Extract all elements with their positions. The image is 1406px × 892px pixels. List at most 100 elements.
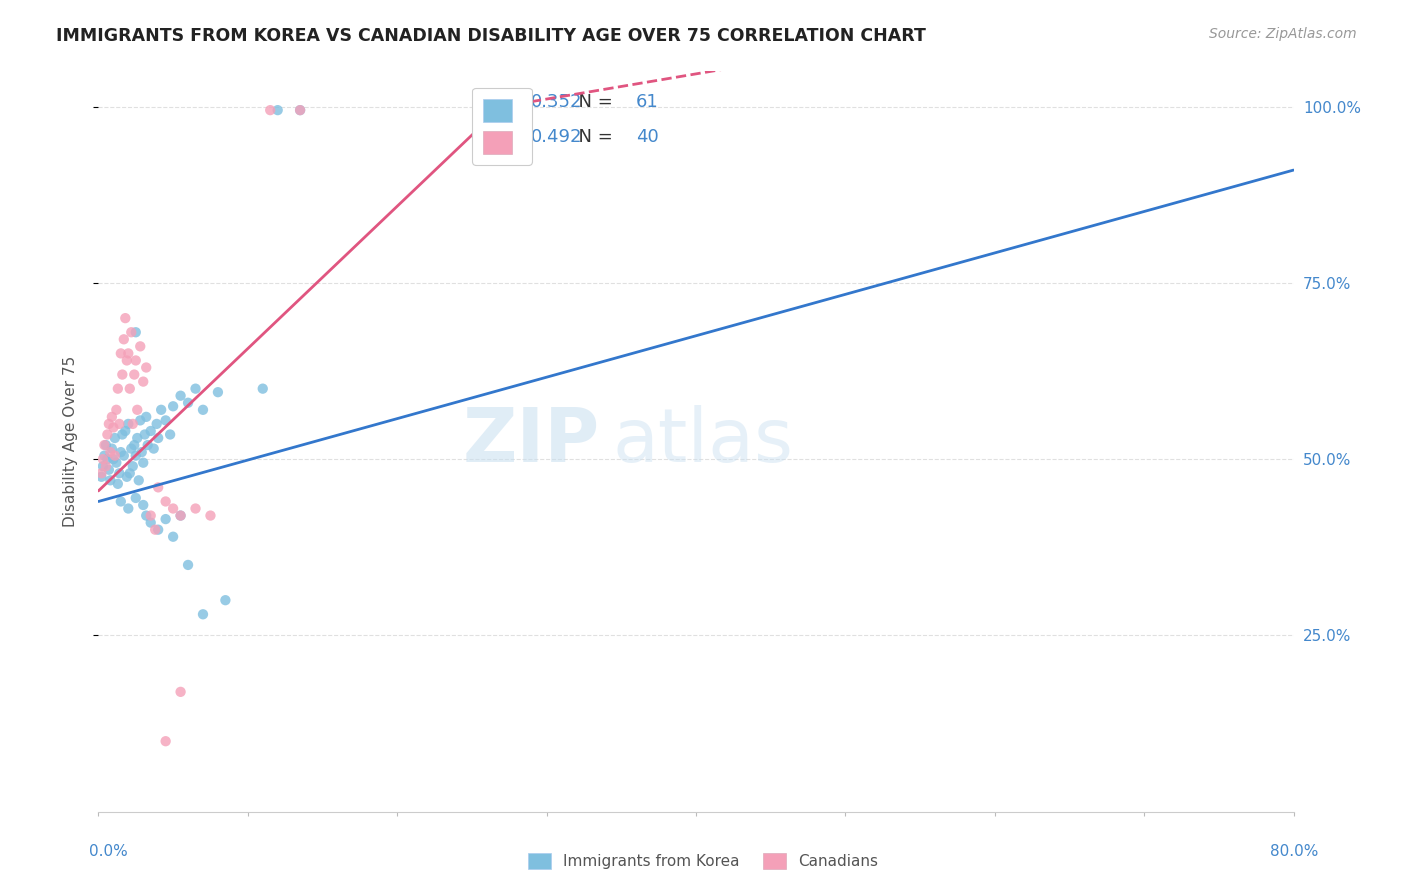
Text: 61: 61 xyxy=(637,94,659,112)
Point xyxy=(101,442,124,456)
Point xyxy=(267,103,290,117)
Point xyxy=(117,501,139,516)
Text: 40: 40 xyxy=(637,128,659,145)
Point xyxy=(128,473,150,487)
Point xyxy=(120,442,142,456)
Point xyxy=(155,512,177,526)
Point xyxy=(131,445,153,459)
Text: 0.0%: 0.0% xyxy=(89,845,128,859)
Point xyxy=(125,449,148,463)
Point xyxy=(104,431,127,445)
Point xyxy=(288,103,311,117)
Point xyxy=(135,508,157,523)
Text: R =: R = xyxy=(479,128,519,145)
Point xyxy=(135,409,157,424)
Point xyxy=(108,467,131,481)
Point xyxy=(139,424,162,438)
Point xyxy=(155,413,177,427)
Point xyxy=(90,467,112,481)
Point xyxy=(127,402,149,417)
Point xyxy=(115,353,138,368)
Point xyxy=(98,473,122,487)
Point xyxy=(155,494,177,508)
Point xyxy=(139,516,162,530)
Point xyxy=(184,382,207,396)
Point xyxy=(200,508,222,523)
Point xyxy=(191,607,214,622)
Point xyxy=(110,445,132,459)
Point xyxy=(112,449,135,463)
Point xyxy=(117,417,139,431)
Point xyxy=(120,325,142,339)
Text: N =: N = xyxy=(567,128,619,145)
Point xyxy=(103,420,125,434)
Point xyxy=(288,103,311,117)
Point xyxy=(169,508,191,523)
Point xyxy=(91,452,114,467)
Text: ZIP: ZIP xyxy=(463,405,600,478)
Point xyxy=(107,476,129,491)
Point xyxy=(117,346,139,360)
Point xyxy=(98,445,122,459)
Point xyxy=(148,431,170,445)
Point xyxy=(162,501,184,516)
Point xyxy=(129,413,152,427)
Legend: Immigrants from Korea, Canadians: Immigrants from Korea, Canadians xyxy=(522,847,884,875)
Point xyxy=(114,311,136,326)
Point xyxy=(96,452,118,467)
Point xyxy=(184,501,207,516)
Point xyxy=(93,449,115,463)
Point xyxy=(135,360,157,375)
Point xyxy=(132,498,155,512)
Point xyxy=(93,438,115,452)
Point xyxy=(142,442,165,456)
Point xyxy=(150,402,173,417)
Point xyxy=(214,593,236,607)
Text: IMMIGRANTS FROM KOREA VS CANADIAN DISABILITY AGE OVER 75 CORRELATION CHART: IMMIGRANTS FROM KOREA VS CANADIAN DISABI… xyxy=(56,27,927,45)
Text: atlas: atlas xyxy=(613,405,793,478)
Point xyxy=(111,368,134,382)
Point xyxy=(96,427,118,442)
Point xyxy=(143,523,166,537)
Point xyxy=(136,438,159,452)
Point xyxy=(132,456,155,470)
Point xyxy=(139,508,162,523)
Point xyxy=(90,470,112,484)
Point xyxy=(125,353,148,368)
Point xyxy=(207,385,229,400)
Point xyxy=(115,470,138,484)
Point xyxy=(177,396,200,410)
Point xyxy=(145,417,167,431)
Point xyxy=(97,417,120,431)
Point xyxy=(169,508,191,523)
Point xyxy=(169,685,191,699)
Legend: , : , xyxy=(472,87,531,165)
Point xyxy=(129,339,152,353)
Point xyxy=(107,382,129,396)
Y-axis label: Disability Age Over 75: Disability Age Over 75 xyxy=(63,356,77,527)
Text: 80.0%: 80.0% xyxy=(1271,845,1319,859)
Point xyxy=(124,368,146,382)
Point xyxy=(148,480,170,494)
Point xyxy=(134,427,156,442)
Point xyxy=(114,424,136,438)
Point xyxy=(112,332,135,346)
Text: R =: R = xyxy=(479,94,519,112)
Point xyxy=(101,409,124,424)
Point xyxy=(94,438,117,452)
Point xyxy=(162,530,184,544)
Text: Source: ZipAtlas.com: Source: ZipAtlas.com xyxy=(1209,27,1357,41)
Point xyxy=(177,558,200,572)
Point xyxy=(155,734,177,748)
Point xyxy=(118,467,141,481)
Point xyxy=(105,402,128,417)
Point xyxy=(91,459,114,474)
Point xyxy=(124,438,146,452)
Point xyxy=(104,449,127,463)
Point xyxy=(127,431,149,445)
Point xyxy=(132,375,155,389)
Point xyxy=(121,459,143,474)
Point xyxy=(159,427,181,442)
Point xyxy=(110,494,132,508)
Point xyxy=(169,389,191,403)
